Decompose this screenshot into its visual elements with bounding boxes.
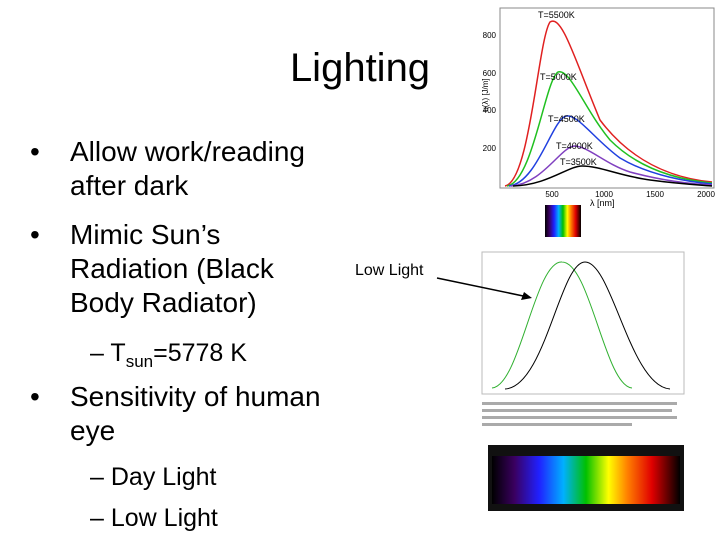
curve-label: T=3500K <box>560 157 597 167</box>
bullet-text: Allow work/reading <box>70 136 305 167</box>
sub-bullet-main: Day Light <box>110 463 217 491</box>
sub-bullet-sub: sun <box>125 352 154 371</box>
y-axis-label: u(λ) [J/m] <box>481 78 490 111</box>
sub-bullet: – Low Light <box>90 504 218 532</box>
bullet-text: after dark <box>70 170 189 201</box>
bullet-text: Mimic Sun’s <box>70 219 221 250</box>
curve-label: T=4500K <box>548 114 585 124</box>
bullet-text: Sensitivity of human <box>70 381 321 412</box>
x-tick-label: 1500 <box>646 190 664 199</box>
blackbody-curves <box>504 20 713 187</box>
bullet-marker: • <box>30 219 40 250</box>
x-tick-label: 1000 <box>595 190 613 199</box>
bullet-text: Radiation (Black <box>70 253 274 284</box>
sub-bullet-main: Low Light <box>110 504 218 532</box>
sub-bullet-rest: =5778 K <box>153 339 247 367</box>
y-tick-label: 800 <box>483 31 497 40</box>
bullet-text: eye <box>70 415 116 446</box>
sensitivity-frame <box>481 251 685 395</box>
curve-label: T=4000K <box>556 141 593 151</box>
x-axis-label: λ [nm] <box>590 198 615 208</box>
bullet-text: Body Radiator) <box>70 287 257 318</box>
bullet-marker: • <box>30 136 40 167</box>
arrow <box>436 277 529 298</box>
y-tick-label: 400 <box>483 106 497 115</box>
small-spectrum <box>545 205 581 237</box>
bullet-marker: • <box>30 381 40 412</box>
sub-bullet-main: T <box>110 339 126 367</box>
x-tick-label: 500 <box>545 190 559 199</box>
caption-lines <box>482 402 677 426</box>
x-tick-label: 2000 <box>697 190 715 199</box>
sub-bullet: – Tsun=5778 K <box>90 339 247 371</box>
y-tick-label: 200 <box>483 144 497 153</box>
curve-label: T=5000K <box>540 72 577 82</box>
curve-label: T=5500K <box>538 10 575 20</box>
title: Lighting <box>289 46 431 90</box>
plot-frame <box>499 7 715 189</box>
y-tick-label: 600 <box>483 69 497 78</box>
sensitivity-curves <box>491 261 671 390</box>
annotation: Low Light <box>355 262 424 279</box>
sub-bullet: – Day Light <box>90 463 217 491</box>
arrow-head <box>521 292 532 300</box>
spectrum <box>492 456 680 504</box>
